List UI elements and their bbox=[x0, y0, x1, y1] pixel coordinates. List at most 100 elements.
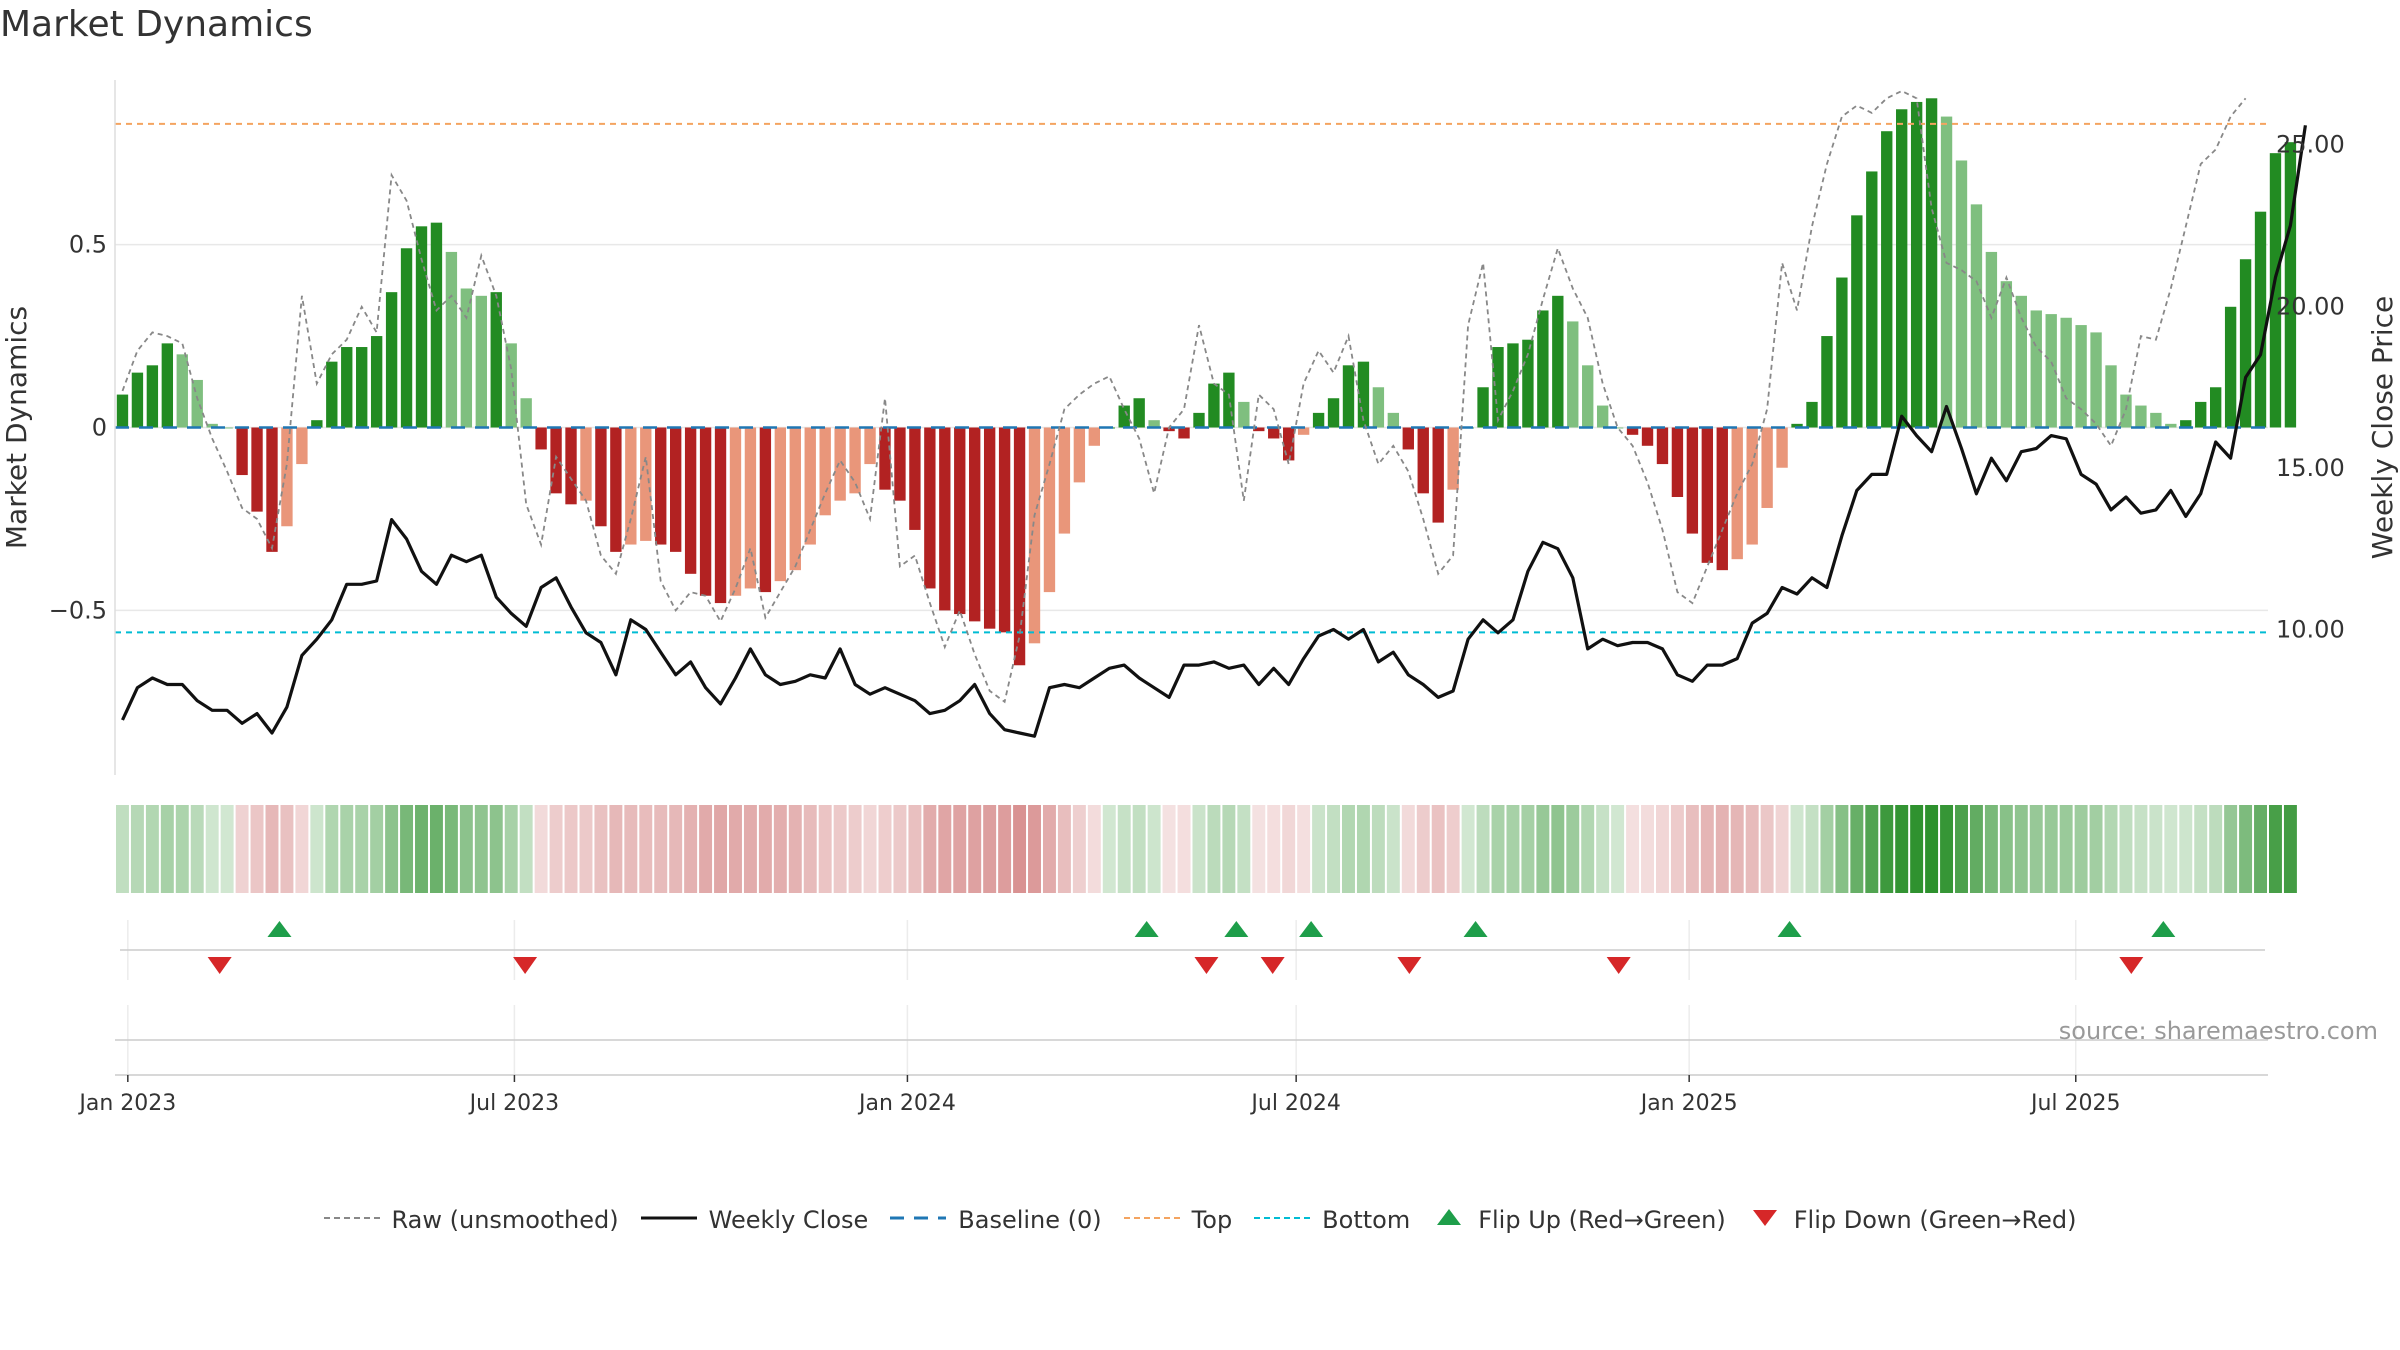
axes: −0.5 0 0.5 10.00 15.00 20.00 25.00 Market Dynam… bbox=[0, 80, 2399, 775]
dynamics-bar bbox=[669, 427, 682, 552]
dynamics-bar bbox=[1492, 347, 1504, 428]
regime-cell bbox=[654, 805, 668, 893]
legend-swatch bbox=[323, 1206, 380, 1234]
regime-cell bbox=[908, 805, 922, 893]
dynamics-bar bbox=[311, 420, 323, 428]
right-tick-label: 10.00 bbox=[2276, 616, 2345, 644]
dynamics-bar bbox=[1537, 310, 1549, 428]
dynamics-bar bbox=[1746, 427, 1758, 545]
regime-cell bbox=[788, 805, 802, 893]
regime-cell bbox=[953, 805, 967, 893]
dynamics-bar bbox=[2195, 401, 2207, 428]
regime-cell bbox=[1641, 805, 1654, 893]
regime-cell bbox=[2239, 805, 2253, 893]
dynamics-bar bbox=[1507, 343, 1519, 428]
regime-cell bbox=[1147, 805, 1161, 893]
regime-cell bbox=[639, 805, 653, 893]
regime-cell bbox=[729, 805, 742, 893]
x-tick-label: Jan 2025 bbox=[1639, 1091, 1738, 1116]
regime-cell bbox=[1521, 805, 1535, 893]
dynamics-bar bbox=[550, 427, 562, 494]
regime-cell bbox=[1222, 805, 1236, 893]
legend-item-bottom: Bottom bbox=[1254, 1206, 1410, 1234]
dynamics-bar bbox=[939, 427, 951, 611]
dynamics-bar bbox=[1716, 427, 1728, 571]
legend-swatch bbox=[1748, 1205, 1782, 1235]
regime-cell bbox=[1955, 805, 1968, 893]
dynamics-bar bbox=[1582, 365, 1594, 428]
dynamics-bar bbox=[1372, 387, 1385, 428]
dynamics-bar bbox=[655, 427, 667, 545]
dynamics-bar bbox=[2209, 387, 2222, 428]
flip-down-marker bbox=[207, 957, 232, 974]
dynamics-bar bbox=[714, 427, 727, 604]
regime-cell bbox=[1491, 805, 1505, 893]
left-tick-label: 0.5 bbox=[69, 231, 107, 259]
regime-cell bbox=[2269, 805, 2282, 893]
regime-cell bbox=[1267, 805, 1281, 893]
flip-down-marker bbox=[1194, 957, 1219, 974]
dynamics-bar bbox=[161, 343, 174, 428]
x-axis: Jan 2023 Jul 2023 Jan 2024 Jul 2024 Jan 2025… bbox=[77, 1074, 2268, 1116]
regime-cell bbox=[415, 805, 428, 893]
regime-cell bbox=[1551, 805, 1565, 893]
regime-cell bbox=[1940, 805, 1954, 893]
regime-cell bbox=[340, 805, 354, 893]
regime-cell bbox=[848, 805, 862, 893]
regime-cell bbox=[1850, 805, 1864, 893]
dynamics-bar bbox=[924, 427, 936, 589]
regime-cell bbox=[1356, 805, 1370, 893]
dynamics-bar bbox=[2075, 325, 2087, 428]
dynamics-bar bbox=[2165, 423, 2177, 428]
dynamics-bar bbox=[1522, 339, 1534, 428]
dynamics-bar bbox=[804, 427, 816, 545]
regime-cell bbox=[1910, 805, 1924, 893]
source-label: source: sharemaestro.com bbox=[2059, 1017, 2378, 1045]
dynamics-bar bbox=[281, 427, 293, 527]
regime-cell bbox=[1342, 805, 1355, 893]
dynamics-bar bbox=[1925, 98, 1938, 428]
dynamics-bar bbox=[370, 336, 383, 428]
dynamics-bars bbox=[116, 98, 2297, 666]
dynamics-bar bbox=[1567, 321, 1579, 428]
dynamics-bar bbox=[580, 427, 592, 501]
regime-cell bbox=[1297, 805, 1311, 893]
regime-cell bbox=[803, 805, 817, 893]
dynamics-bar bbox=[2120, 394, 2132, 428]
dynamics-bar bbox=[1761, 427, 1773, 508]
regime-cell bbox=[265, 805, 279, 893]
raw-line bbox=[121, 89, 2247, 704]
flip-up-marker bbox=[267, 921, 292, 937]
regime-cell bbox=[1984, 805, 1998, 893]
regime-cell bbox=[1072, 805, 1086, 893]
dynamics-bar bbox=[1596, 405, 1609, 428]
dynamics-bar bbox=[490, 292, 502, 428]
regime-cell bbox=[1446, 805, 1460, 893]
dynamics-bar bbox=[1118, 405, 1130, 428]
dynamics-bar bbox=[819, 427, 831, 516]
regime-cell bbox=[1013, 805, 1027, 893]
dynamics-bar bbox=[2284, 142, 2297, 428]
regime-cell bbox=[2209, 805, 2223, 893]
regime-cell bbox=[459, 805, 473, 893]
dynamics-bar bbox=[1073, 427, 1086, 483]
dynamics-bar bbox=[236, 427, 248, 476]
regime-cell bbox=[1805, 805, 1819, 893]
dynamics-bar bbox=[1402, 427, 1414, 450]
legend-label: Baseline (0) bbox=[958, 1206, 1102, 1234]
regime-cell bbox=[310, 805, 324, 893]
regime-cell bbox=[2179, 805, 2193, 893]
dynamics-bar bbox=[2224, 306, 2237, 428]
flip-down-marker bbox=[1397, 957, 1422, 974]
regime-cell bbox=[624, 805, 638, 893]
regime-cell bbox=[1132, 805, 1146, 893]
regime-cell bbox=[1282, 805, 1296, 893]
regime-cell bbox=[1790, 805, 1804, 893]
dynamics-bar bbox=[505, 343, 517, 428]
regime-cell bbox=[833, 805, 847, 893]
regime-cell bbox=[1700, 805, 1714, 893]
flip-up-marker bbox=[1299, 921, 1324, 937]
legend-label: Bottom bbox=[1322, 1206, 1411, 1234]
dynamics-bar bbox=[1776, 427, 1788, 468]
